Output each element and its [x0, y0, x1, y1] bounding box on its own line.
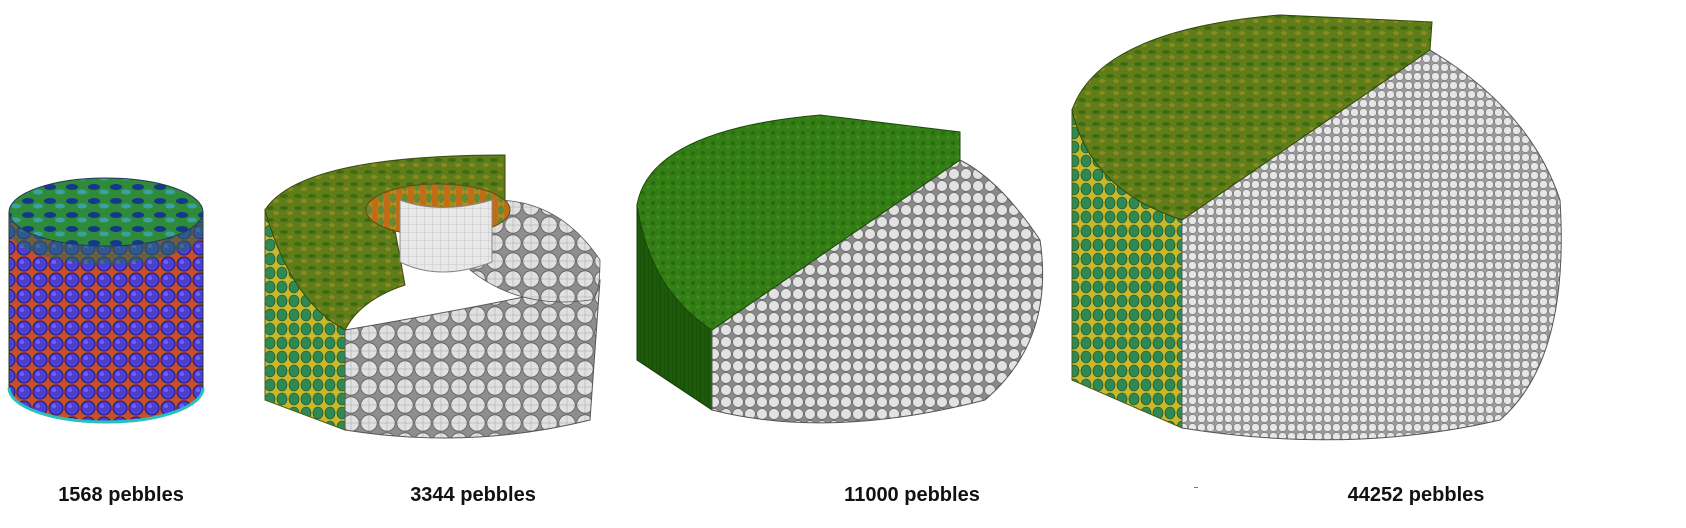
stray-mark: [1194, 487, 1198, 488]
caption-11000-pebbles: 11000 pebbles: [844, 484, 980, 506]
panel-3344-render: [264, 154, 601, 439]
panel-44252-render: [1071, 14, 1562, 441]
panel-11000-render: [636, 114, 1044, 424]
caption-1568-pebbles: 1568 pebbles: [58, 484, 184, 506]
caption-3344-pebbles: 3344 pebbles: [410, 484, 536, 506]
panel-1568-render: [7, 177, 205, 424]
caption-44252-pebbles: 44252 pebbles: [1347, 484, 1485, 506]
